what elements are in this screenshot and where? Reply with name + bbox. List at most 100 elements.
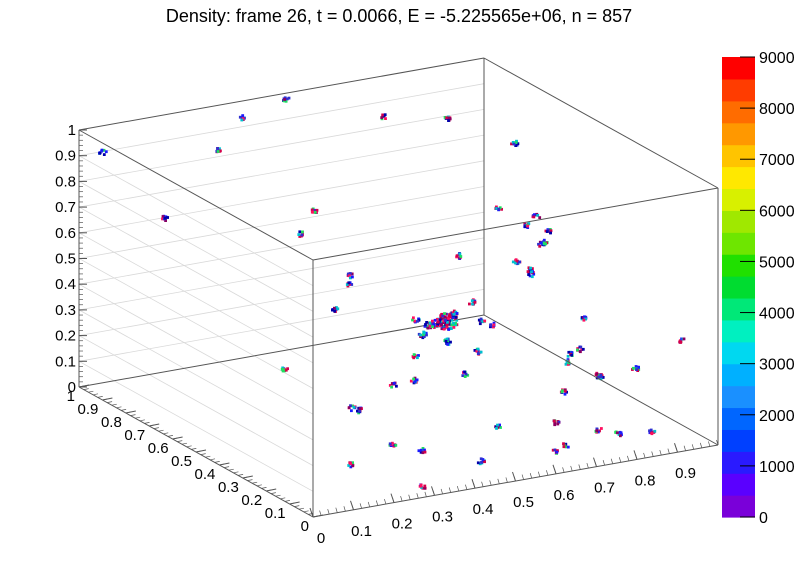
particle-point: [218, 147, 221, 151]
particle-point: [350, 272, 354, 276]
colorbar-tick-label: 6000: [759, 203, 795, 220]
y-tick-label: 1: [67, 388, 75, 405]
particle-point: [450, 323, 454, 327]
particle-point: [381, 113, 385, 117]
particle-point: [446, 115, 450, 119]
particle-point: [416, 356, 419, 360]
particle-point: [561, 389, 564, 393]
x-minor-tick: [448, 487, 452, 493]
particle-point: [458, 252, 462, 256]
z-tick-label: 0.6: [55, 225, 76, 242]
x-minor-tick: [667, 448, 670, 454]
colorbar-tick-label: 9000: [759, 50, 795, 67]
x-minor-tick: [651, 451, 654, 457]
particle-point: [394, 443, 398, 447]
particle-point: [682, 337, 686, 341]
colorbar-tick-label: 0: [759, 510, 768, 527]
particle-point: [582, 318, 586, 322]
particle-point: [562, 442, 565, 446]
particle-point: [313, 208, 317, 212]
x-minor-tick: [643, 452, 646, 459]
particle-point: [388, 442, 392, 446]
particle-point: [164, 219, 167, 222]
particle-point: [216, 150, 220, 153]
colorbar-segment: [722, 144, 755, 168]
x-minor-tick: [610, 458, 614, 464]
x-minor-tick: [319, 510, 322, 516]
particle-point: [499, 426, 502, 429]
particle-point: [315, 208, 319, 212]
x-minor-tick: [351, 504, 354, 510]
particle-point: [442, 321, 446, 325]
particle-point: [336, 307, 340, 311]
y-minor-tick: [294, 505, 300, 507]
particle-point: [443, 312, 446, 315]
y-minor-tick: [214, 461, 220, 463]
colorbar-segment: [722, 78, 755, 102]
x-minor-tick: [602, 460, 605, 466]
particle-point: [567, 361, 571, 365]
particle-point: [549, 229, 553, 233]
particle-point: [300, 233, 304, 237]
particle-point: [514, 258, 518, 262]
x-minor-tick: [424, 491, 427, 497]
particle-point: [564, 445, 568, 449]
particle-point: [438, 318, 442, 322]
y-tick-label: 0.1: [265, 505, 286, 522]
particle-point: [417, 332, 421, 336]
particle-point: [527, 222, 531, 225]
particle-point: [555, 449, 559, 452]
particle-point: [446, 339, 450, 343]
particle-point: [584, 317, 587, 321]
particle-point: [424, 323, 427, 326]
particle-point: [425, 333, 428, 337]
colorbar-tick-label: 4000: [759, 306, 795, 323]
y-minor-tick: [266, 489, 272, 492]
particle-point: [447, 117, 451, 120]
particle-point: [419, 448, 423, 452]
y-minor-tick: [191, 448, 197, 450]
x-minor-tick: [513, 475, 516, 482]
particle-point: [562, 445, 566, 449]
x-tick-label: 0.5: [513, 494, 534, 511]
colorbar-segment: [722, 254, 755, 277]
particle-point: [161, 215, 165, 218]
particle-point: [478, 322, 482, 326]
particle-point: [219, 149, 222, 153]
particle-point: [298, 230, 302, 234]
x-minor-tick: [521, 474, 524, 480]
particle-point: [473, 300, 477, 304]
particle-point: [631, 366, 635, 370]
x-minor-tick: [481, 481, 484, 487]
particle-point: [446, 343, 450, 346]
particle-point: [98, 151, 102, 155]
particle-point: [392, 381, 396, 385]
x-tick-label: 0.1: [351, 523, 372, 540]
particle-point: [597, 373, 601, 377]
particle-point: [566, 354, 570, 358]
z-tick-label: 0.3: [55, 302, 76, 319]
y-tick-label: 0.6: [148, 440, 169, 457]
particle-point: [495, 207, 498, 210]
x-minor-tick: [546, 470, 549, 476]
colorbar-tick-label: 2000: [759, 408, 795, 425]
particle-point: [356, 409, 359, 413]
x-tick-label: 0.6: [554, 487, 575, 504]
particle-point: [349, 465, 353, 469]
particle-point: [351, 275, 354, 279]
particle-point: [452, 326, 456, 329]
z-tick-label: 0.5: [55, 251, 76, 268]
particle-point: [350, 283, 354, 286]
y-minor-tick: [284, 500, 290, 502]
z-tick-label: 1: [68, 122, 76, 139]
x-minor-tick: [497, 478, 500, 484]
particle-point: [449, 340, 452, 344]
y-tick-label: 0.9: [78, 401, 99, 418]
particle-point: [395, 384, 398, 388]
particle-point: [435, 324, 439, 328]
y-minor-tick: [139, 419, 145, 422]
particle-point: [352, 405, 356, 409]
particle-point: [532, 272, 536, 276]
y-minor-tick: [135, 416, 141, 419]
particle-point: [567, 350, 571, 354]
